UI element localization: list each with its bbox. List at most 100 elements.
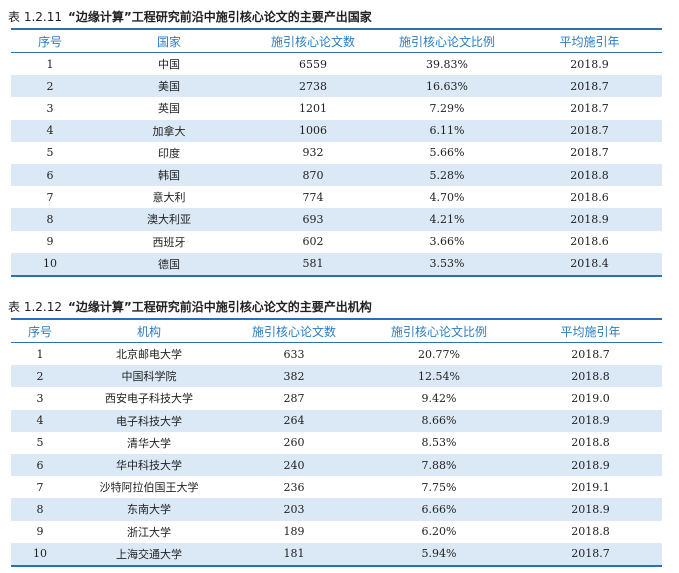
cell-index: 7: [46, 190, 54, 204]
table-row: 8 澳大利亚 693 4.21% 2018.9: [11, 208, 662, 231]
cell-paper-ratio: 5.66%: [429, 146, 465, 160]
cell-institution: 沙特阿拉伯国王大学: [99, 481, 199, 495]
cell-mean-year: 2018.9: [517, 208, 662, 231]
table-row: 1 中国 6559 39.83% 2018.9: [11, 53, 662, 76]
cell-paper-ratio: 4.70%: [429, 190, 465, 204]
table1-title: “边缘计算”工程研究前沿中施引核心论文的主要产出国家: [67, 10, 372, 24]
table-row: 5 清华大学 260 8.53% 2018.8: [11, 432, 662, 454]
table1-header-row: 序号 国家 施引核心论文数 施引核心论文比例 平均施引年: [11, 29, 662, 53]
cell-paper-ratio: 12.54%: [359, 365, 519, 388]
cell-index: 5: [36, 436, 44, 450]
table-row: 2 中国科学院 382 12.54% 2018.8: [11, 365, 662, 388]
cell-paper-count: 181: [229, 542, 359, 566]
cell-mean-year: 2018.9: [570, 57, 609, 71]
cell-paper-count: 264: [229, 409, 359, 432]
table-row: 9 浙江大学 189 6.20% 2018.8: [11, 521, 662, 543]
cell-paper-count: 260: [283, 436, 305, 450]
cell-index: 8: [11, 498, 69, 521]
cell-paper-count: 870: [249, 163, 377, 187]
cell-mean-year: 2018.8: [517, 163, 662, 187]
column-header-index: 序号: [27, 324, 52, 339]
table-row: 7 沙特阿拉伯国王大学 236 7.75% 2019.1: [11, 476, 662, 498]
cell-index: 10: [11, 542, 69, 566]
cell-paper-count: 1201: [299, 101, 327, 115]
cell-country: 英国: [158, 102, 180, 116]
table-row: 4 加拿大 1006 6.11% 2018.7: [11, 119, 662, 142]
column-header-paper-count: 施引核心论文数: [270, 34, 355, 49]
table-row: 8 东南大学 203 6.66% 2018.9: [11, 498, 662, 521]
table-row: 9 西班牙 602 3.66% 2018.6: [11, 231, 662, 253]
cell-paper-ratio: 3.66%: [429, 235, 465, 249]
cell-mean-year: 2018.9: [519, 409, 662, 432]
table1-countries: 序号 国家 施引核心论文数 施引核心论文比例 平均施引年 1 中国 6559 39.8…: [11, 28, 662, 277]
cell-institution: 中国科学院: [69, 365, 229, 388]
cell-institution: 华中科技大学: [69, 453, 229, 477]
table-row: 6 华中科技大学 240 7.88% 2018.9: [11, 453, 662, 477]
cell-paper-ratio: 7.29%: [429, 101, 465, 115]
cell-paper-ratio: 6.20%: [421, 525, 457, 539]
cell-institution: 电子科技大学: [69, 409, 229, 432]
cell-paper-ratio: 39.83%: [426, 57, 468, 71]
cell-country: 美国: [89, 75, 249, 98]
cell-paper-ratio: 8.53%: [421, 436, 457, 450]
cell-index: 2: [11, 365, 69, 388]
cell-mean-year: 2018.6: [570, 235, 609, 249]
cell-country: 德国: [89, 252, 249, 276]
cell-country: 韩国: [89, 163, 249, 187]
cell-mean-year: 2018.8: [571, 525, 610, 539]
cell-mean-year: 2018.7: [570, 101, 609, 115]
cell-index: 1: [46, 57, 54, 71]
cell-institution: 清华大学: [127, 436, 171, 450]
cell-country: 印度: [158, 146, 180, 160]
cell-paper-ratio: 8.66%: [359, 409, 519, 432]
column-header-paper-ratio: 施引核心论文比例: [390, 324, 487, 339]
cell-paper-ratio: 16.63%: [377, 75, 517, 98]
table-row: 4 电子科技大学 264 8.66% 2018.9: [11, 409, 662, 432]
table-row: 1 北京邮电大学 633 20.77% 2018.7: [11, 343, 662, 366]
cell-mean-year: 2018.7: [517, 75, 662, 98]
column-header-institution: 机构: [136, 324, 161, 339]
table1-caption: 表 1.2.11 “边缘计算”工程研究前沿中施引核心论文的主要产出国家: [8, 8, 372, 25]
cell-mean-year: 2018.9: [519, 453, 662, 477]
table-row: 10 德国 581 3.53% 2018.4: [11, 252, 662, 276]
table2-title: “边缘计算”工程研究前沿中施引核心论文的主要产出机构: [67, 300, 372, 314]
cell-country: 中国: [158, 58, 180, 72]
cell-mean-year: 2019.0: [571, 391, 610, 405]
cell-mean-year: 2018.9: [519, 498, 662, 521]
cell-index: 6: [11, 453, 69, 477]
cell-institution: 西安电子科技大学: [105, 392, 193, 406]
cell-index: 4: [11, 409, 69, 432]
cell-mean-year: 2018.8: [571, 436, 610, 450]
cell-paper-ratio: 5.28%: [377, 163, 517, 187]
table2-number: 表 1.2.12: [8, 300, 62, 314]
cell-index: 4: [11, 119, 89, 142]
cell-paper-count: 1006: [249, 119, 377, 142]
table2-institutions: 序号 机构 施引核心论文数 施引核心论文比例 平均施引年 1 北京邮电大学 633 2…: [11, 318, 662, 567]
cell-country: 加拿大: [89, 119, 249, 142]
cell-institution: 东南大学: [69, 498, 229, 521]
cell-institution: 北京邮电大学: [116, 348, 182, 362]
cell-mean-year: 2018.6: [570, 190, 609, 204]
cell-paper-count: 602: [302, 235, 324, 249]
cell-index: 6: [11, 163, 89, 187]
table2-header-row: 序号 机构 施引核心论文数 施引核心论文比例 平均施引年: [11, 319, 662, 343]
cell-paper-ratio: 3.53%: [377, 252, 517, 276]
cell-paper-count: 240: [229, 453, 359, 477]
cell-mean-year: 2018.8: [519, 365, 662, 388]
table2-caption: 表 1.2.12 “边缘计算”工程研究前沿中施引核心论文的主要产出机构: [8, 298, 372, 315]
cell-mean-year: 2018.7: [570, 146, 609, 160]
cell-paper-ratio: 6.66%: [359, 498, 519, 521]
cell-paper-ratio: 9.42%: [421, 391, 457, 405]
cell-paper-ratio: 4.21%: [377, 208, 517, 231]
column-header-index: 序号: [37, 34, 62, 49]
cell-paper-count: 6559: [299, 57, 327, 71]
cell-mean-year: 2018.7: [519, 542, 662, 566]
cell-country: 澳大利亚: [89, 208, 249, 231]
cell-mean-year: 2018.7: [517, 119, 662, 142]
cell-paper-count: 932: [302, 146, 324, 160]
cell-country: 意大利: [152, 191, 186, 205]
cell-index: 1: [36, 347, 44, 361]
cell-index: 3: [46, 101, 54, 115]
cell-country: 西班牙: [152, 235, 186, 249]
cell-mean-year: 2018.4: [517, 252, 662, 276]
